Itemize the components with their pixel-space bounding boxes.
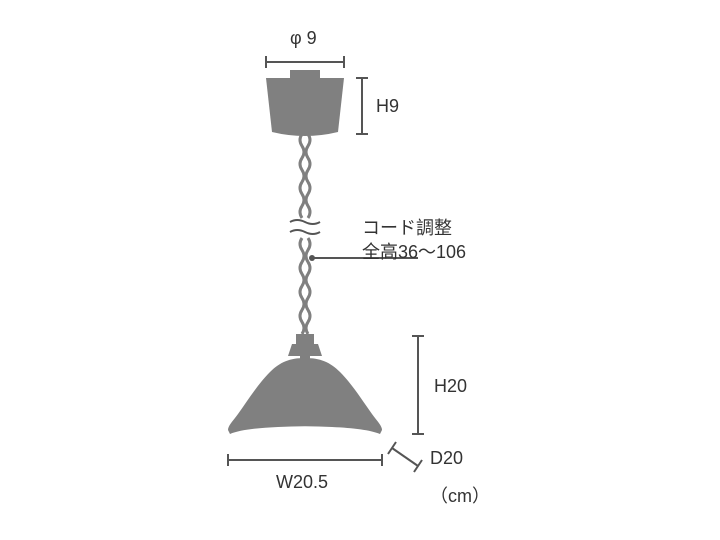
diameter-label: φ 9 (290, 28, 317, 49)
shade-h-label: H20 (434, 376, 467, 397)
width-label: W20.5 (276, 472, 328, 493)
depth-label: D20 (430, 448, 463, 469)
diagram-stage: φ 9 H9 コード調整 全高36〜106 H20 D20 W20.5 （cm） (0, 0, 720, 540)
cord-upper (300, 134, 310, 218)
unit-label: （cm） (430, 482, 490, 508)
socket (288, 334, 322, 360)
shade-height-bracket (412, 336, 424, 434)
cord-adj-label-1: コード調整 (362, 214, 452, 240)
depth-bracket (388, 442, 422, 472)
cord-adj-label-2: 全高36〜106 (362, 238, 466, 264)
width-bracket (228, 454, 382, 466)
cord-lower (300, 238, 310, 334)
canopy-silhouette (266, 70, 344, 136)
lamp-diagram-svg (0, 0, 720, 540)
canopy-height-bracket (356, 78, 368, 134)
canopy-h-label: H9 (376, 96, 399, 117)
cord-break (290, 220, 320, 234)
shade-silhouette (228, 358, 382, 434)
diameter-bracket (266, 56, 344, 68)
